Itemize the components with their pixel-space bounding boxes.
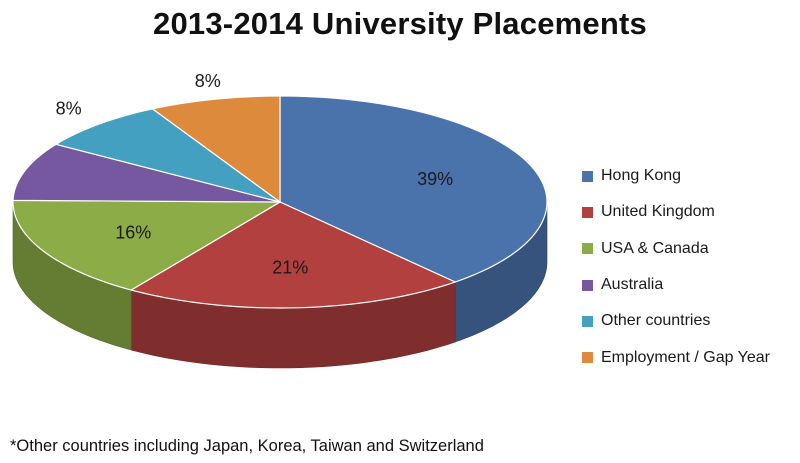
pie-slice-employment-gap-year bbox=[151, 95, 281, 203]
chart-title: 2013-2014 University Placements bbox=[153, 6, 647, 41]
legend-label: Hong Kong bbox=[601, 167, 682, 185]
data-label-united-kingdom: 21% bbox=[272, 258, 308, 278]
legend-label: Other countries bbox=[601, 312, 711, 330]
legend-item-other-countries: Other countries bbox=[582, 303, 770, 339]
legend-swatch bbox=[582, 206, 593, 218]
pie-slice-other-countries bbox=[55, 108, 281, 203]
data-label-other-countries: 8% bbox=[56, 98, 82, 118]
footnote: *Other countries including Japan, Korea,… bbox=[10, 437, 484, 455]
pie-slice-usa-canada bbox=[12, 199, 281, 291]
pie-slice-australia bbox=[12, 143, 281, 203]
chart-legend: Hong Kong United Kingdom USA & Canada Austr… bbox=[582, 158, 770, 376]
legend-item-australia: Australia bbox=[582, 267, 770, 303]
legend-label: United Kingdom bbox=[601, 203, 715, 221]
data-label-hong-kong: 39% bbox=[417, 169, 453, 189]
legend-swatch bbox=[582, 315, 593, 327]
legend-swatch bbox=[582, 170, 593, 182]
legend-swatch bbox=[582, 279, 593, 291]
legend-label: Employment / Gap Year bbox=[601, 348, 770, 366]
legend-label: Australia bbox=[601, 276, 664, 294]
legend-item-employment-gap-year: Employment / Gap Year bbox=[582, 339, 770, 375]
data-label-employment-gap-year: 8% bbox=[195, 71, 221, 91]
legend-swatch bbox=[582, 352, 593, 364]
pie-slice-united-kingdom bbox=[130, 201, 456, 309]
legend-item-usa-canada: USA & Canada bbox=[582, 231, 770, 267]
legend-item-hong-kong: Hong Kong bbox=[582, 158, 770, 194]
legend-item-united-kingdom: United Kingdom bbox=[582, 194, 770, 230]
legend-swatch bbox=[582, 243, 593, 255]
pie-slice-hong-kong bbox=[279, 95, 548, 283]
data-label-usa-canada: 16% bbox=[115, 223, 151, 243]
legend-label: USA & Canada bbox=[601, 239, 709, 257]
